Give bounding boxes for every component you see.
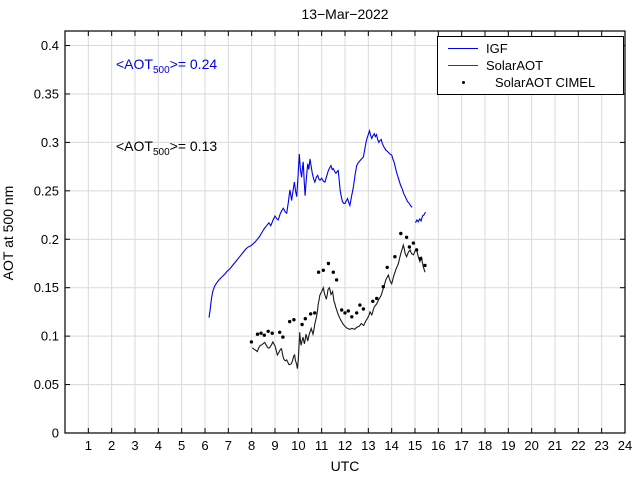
svg-text:0.05: 0.05 xyxy=(34,377,59,392)
svg-text:15: 15 xyxy=(408,438,422,453)
svg-text:6: 6 xyxy=(201,438,208,453)
svg-text:11: 11 xyxy=(315,438,329,453)
annotation-igf-mean: <AOT500>= 0.24 xyxy=(116,56,217,76)
svg-text:21: 21 xyxy=(548,438,562,453)
svg-text:23: 23 xyxy=(594,438,608,453)
y-axis-label: AOT at 500 nm xyxy=(0,185,16,281)
legend-entry-solaraot-cimel: SolarAOT CIMEL xyxy=(438,74,623,91)
series-dots-solaraot-cimel xyxy=(249,231,427,344)
annotation-prefix: <AOT xyxy=(116,56,153,72)
x-tick-labels: 1 2 3 4 5 6 7 8 9 10 11 12 13 14 15 16 17 18 19 20 21 22 23 24 xyxy=(85,438,633,453)
svg-text:18: 18 xyxy=(478,438,492,453)
series-line-solaraot xyxy=(252,242,426,369)
svg-text:7: 7 xyxy=(225,438,232,453)
series-line-igf xyxy=(415,211,426,224)
y-tick-labels: 0 0.05 0.1 0.15 0.2 0.25 0.3 0.35 0.4 xyxy=(34,38,59,440)
svg-text:0: 0 xyxy=(52,426,59,441)
svg-text:0.1: 0.1 xyxy=(41,329,59,344)
legend-entry-solaraot: SolarAOT xyxy=(438,57,623,74)
legend: IGF SolarAOT SolarAOT CIMEL xyxy=(437,36,624,95)
svg-text:12: 12 xyxy=(338,438,352,453)
svg-text:0.2: 0.2 xyxy=(41,232,59,247)
svg-text:5: 5 xyxy=(178,438,185,453)
legend-entry-igf: IGF xyxy=(438,40,623,57)
svg-text:0.25: 0.25 xyxy=(34,183,59,198)
svg-text:16: 16 xyxy=(431,438,445,453)
annotation-suffix: >= 0.13 xyxy=(169,138,218,154)
svg-text:2: 2 xyxy=(108,438,115,453)
legend-dot-swatch-cimel xyxy=(448,81,478,84)
gridlines xyxy=(65,31,626,434)
annotation-subscript: 500 xyxy=(152,146,170,158)
annotation-solaraot-mean: <AOT500>= 0.13 xyxy=(116,138,217,158)
legend-line-swatch-igf xyxy=(448,48,478,49)
legend-label: SolarAOT xyxy=(486,58,544,73)
tick-marks xyxy=(65,31,626,434)
svg-text:0.15: 0.15 xyxy=(34,280,59,295)
svg-text:19: 19 xyxy=(501,438,515,453)
svg-text:0.3: 0.3 xyxy=(41,135,59,150)
svg-text:3: 3 xyxy=(131,438,138,453)
svg-text:20: 20 xyxy=(524,438,538,453)
legend-label: IGF xyxy=(486,41,508,56)
svg-text:4: 4 xyxy=(155,438,162,453)
x-axis-label: UTC xyxy=(330,458,360,474)
chart-title: 13−Mar−2022 xyxy=(301,6,389,22)
svg-text:13: 13 xyxy=(361,438,375,453)
svg-text:8: 8 xyxy=(248,438,255,453)
series xyxy=(208,128,427,369)
svg-text:10: 10 xyxy=(291,438,305,453)
svg-text:17: 17 xyxy=(454,438,468,453)
annotation-prefix: <AOT xyxy=(116,138,153,154)
svg-text:0.35: 0.35 xyxy=(34,86,59,101)
svg-text:0.4: 0.4 xyxy=(41,38,59,53)
annotation-subscript: 500 xyxy=(152,64,170,76)
svg-text:22: 22 xyxy=(571,438,585,453)
series-line-igf xyxy=(208,128,413,318)
svg-text:24: 24 xyxy=(618,438,632,453)
svg-text:14: 14 xyxy=(384,438,398,453)
legend-label: SolarAOT CIMEL xyxy=(495,75,596,90)
annotation-suffix: >= 0.24 xyxy=(169,56,218,72)
legend-line-swatch-solaraot xyxy=(448,65,478,66)
svg-text:9: 9 xyxy=(271,438,278,453)
svg-text:1: 1 xyxy=(85,438,92,453)
